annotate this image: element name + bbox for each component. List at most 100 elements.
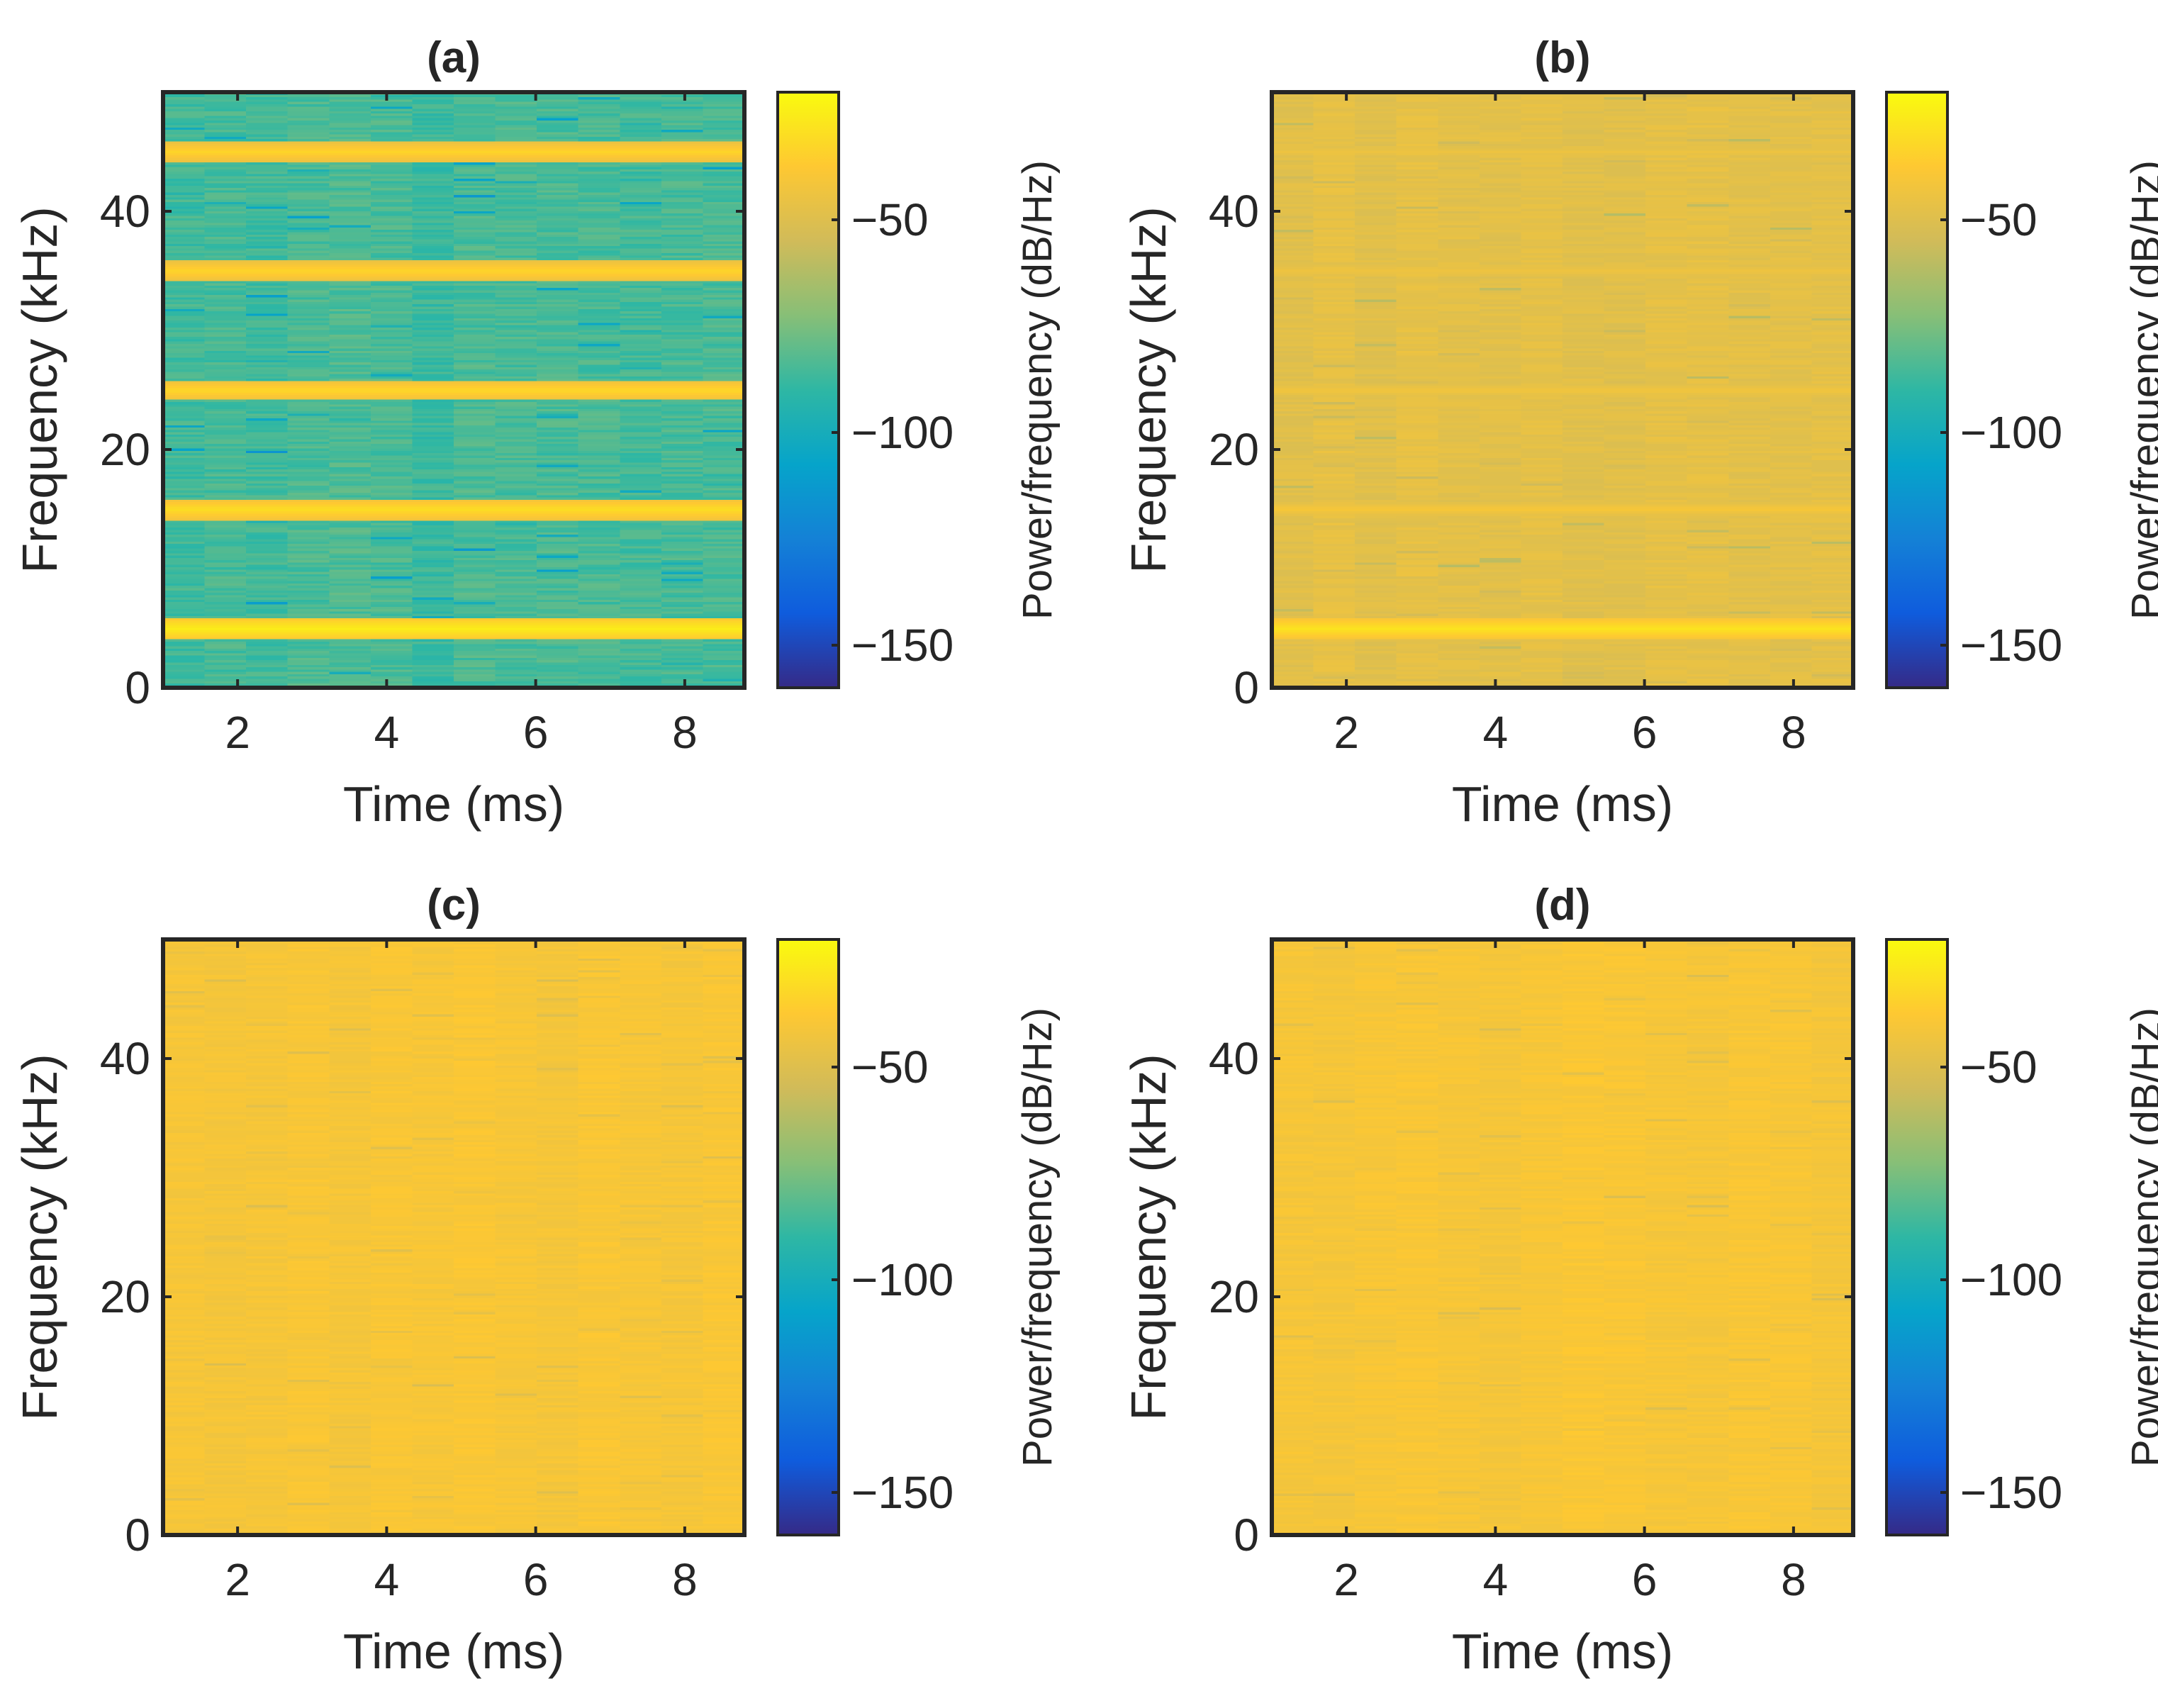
spectrogram-cell — [1355, 94, 1397, 98]
spectrogram-cell — [1355, 147, 1397, 151]
spectrogram-cell — [412, 369, 454, 372]
spectrogram-cell — [163, 364, 206, 367]
spectrogram-cell — [204, 201, 247, 205]
spectrogram-cell — [1438, 534, 1480, 537]
spectrogram-cell — [246, 273, 289, 277]
spectrogram-cell — [329, 108, 371, 111]
spectrogram-cell — [1479, 632, 1522, 635]
spectrogram-cell — [495, 329, 537, 333]
spectrogram-cell — [329, 96, 371, 100]
spectrogram-cell — [1313, 494, 1355, 498]
spectrogram-cell — [661, 571, 704, 574]
spectrogram-cell — [370, 374, 413, 376]
spectrogram-cell — [620, 250, 662, 254]
spectrogram-cell — [495, 199, 537, 202]
spectrogram-cell — [370, 311, 413, 314]
spectrogram-cell — [329, 145, 371, 149]
spectrogram-cell — [370, 338, 413, 342]
spectrogram-cell — [204, 322, 247, 325]
spectrogram-cell — [1479, 645, 1522, 649]
spectrogram-cell — [661, 557, 704, 561]
spectrogram-cell — [1479, 532, 1522, 535]
spectrogram-cell — [246, 357, 289, 360]
spectrogram-cell — [204, 276, 247, 279]
spectrogram-cell — [370, 236, 413, 240]
spectrogram-cell — [578, 371, 620, 374]
spectrogram-cell — [1396, 196, 1438, 200]
spectrogram-cell — [1313, 311, 1355, 314]
spectrogram-cell — [287, 441, 330, 445]
spectrogram-cell — [1438, 606, 1480, 610]
spectrogram-cell — [1438, 140, 1480, 144]
spectrogram-cell — [246, 601, 289, 605]
spectrogram-cell — [329, 185, 371, 189]
spectrogram-cell — [163, 543, 206, 547]
spectrogram-cell — [246, 569, 289, 572]
spectrogram-cell — [1479, 545, 1522, 549]
spectrogram-cell — [1272, 418, 1314, 421]
spectrogram-cell — [661, 162, 704, 165]
spectrogram-cell — [412, 136, 454, 140]
spectrogram-cell — [620, 615, 662, 619]
spectrogram-cell — [620, 678, 662, 681]
spectrogram-cell — [537, 474, 579, 477]
spectrogram-cell — [1479, 523, 1522, 525]
spectrogram-cell — [329, 503, 371, 507]
spectrogram-cell — [495, 436, 537, 440]
spectrogram-cell — [495, 306, 537, 309]
spectrogram-cell — [1313, 578, 1355, 581]
spectrogram-cell — [1313, 585, 1355, 588]
spectrogram-cell — [620, 338, 662, 342]
spectrogram-cell — [204, 213, 247, 216]
spectrogram-cell — [163, 355, 206, 358]
spectrogram-cell — [1355, 681, 1397, 684]
spectrogram-cell — [1313, 238, 1355, 242]
spectrogram-cell — [1355, 136, 1397, 140]
spectrogram-cell — [537, 255, 579, 258]
spectrogram-cell — [412, 227, 454, 230]
spectrogram-cell — [1396, 278, 1438, 281]
spectrogram-cell — [370, 111, 413, 114]
spectrogram-cell — [661, 406, 704, 409]
spectrogram-cell — [1438, 134, 1480, 137]
spectrogram-cell — [1313, 211, 1355, 214]
spectrogram-cell — [1272, 662, 1314, 665]
spectrogram-cell — [578, 162, 620, 165]
spectrogram-cell — [661, 387, 704, 391]
spectrogram-cell — [1438, 620, 1480, 623]
spectrogram-cell — [163, 623, 206, 626]
spectrogram-cell — [1313, 597, 1355, 600]
spectrogram-cell — [1272, 634, 1314, 637]
spectrogram-cell — [495, 180, 537, 184]
spectrogram-cell — [1438, 350, 1480, 354]
spectrogram-cell — [246, 192, 289, 195]
spectrogram-cell — [287, 136, 330, 140]
spectrogram-cell — [1438, 359, 1480, 363]
spectrogram-cell — [329, 331, 371, 335]
spectrogram-cell — [578, 648, 620, 652]
spectrogram-cell — [246, 485, 289, 489]
spectrogram-cell — [246, 676, 289, 679]
spectrogram-cell — [1313, 182, 1355, 186]
spectrogram-cell — [537, 292, 579, 296]
spectrogram-cell — [163, 585, 206, 588]
spectrogram-cell — [537, 176, 579, 179]
spectrogram-cell — [246, 662, 289, 665]
spectrogram-cell — [454, 418, 496, 421]
spectrogram-cell — [661, 608, 704, 612]
spectrogram-cell — [1272, 264, 1314, 267]
spectrogram-cell — [620, 108, 662, 111]
spectrogram-cell — [329, 434, 371, 437]
spectrogram-cell — [370, 285, 413, 289]
spectrogram-cell — [246, 211, 289, 214]
spectrogram-cell — [1355, 378, 1397, 381]
spectrogram-cell — [163, 418, 206, 421]
spectrogram-cell — [287, 150, 330, 153]
spectrogram-cell — [287, 345, 330, 349]
spectrogram-cell — [412, 208, 454, 211]
spectrogram-cell — [1313, 171, 1355, 174]
spectrogram-cell — [1313, 259, 1355, 263]
spectrogram-cell — [370, 99, 413, 102]
spectrogram-cell — [454, 245, 496, 249]
spectrogram-cell — [329, 578, 371, 581]
